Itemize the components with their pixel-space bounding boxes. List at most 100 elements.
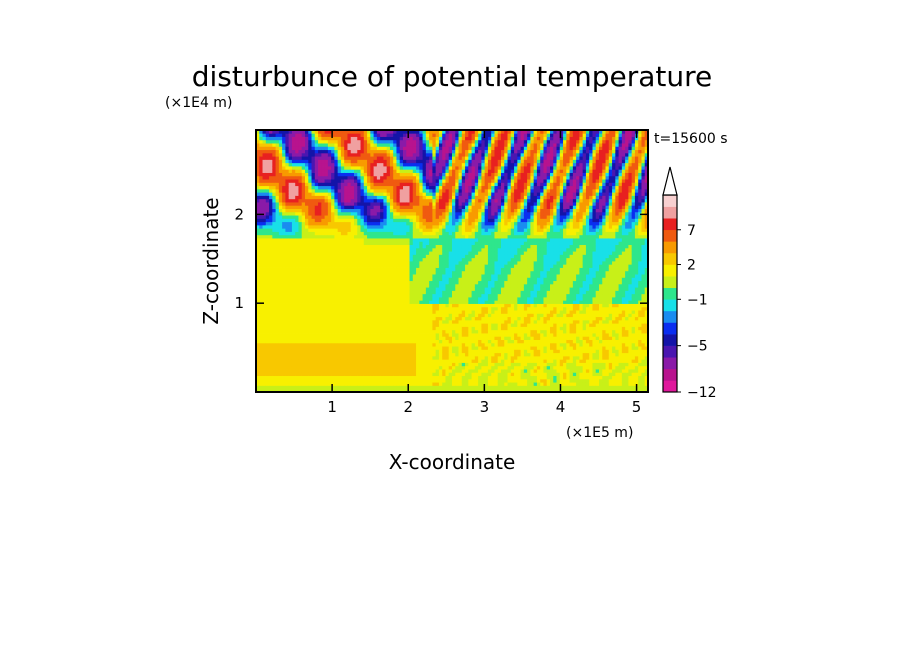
field-cell [275,198,280,203]
field-cell [321,231,325,236]
field-cell [272,130,276,134]
field-cell [455,339,459,344]
field-cell [363,264,368,268]
field-cell [425,274,430,278]
field-cell [318,365,322,370]
field-cell [256,172,260,177]
field-cell [301,316,306,321]
field-cell [311,179,316,183]
field-cell [429,274,433,278]
field-cell [452,287,456,291]
field-cell [354,133,358,137]
field-cell [432,130,437,134]
field-cell [360,297,365,301]
field-cell [370,182,374,187]
field-cell [386,156,391,160]
field-cell [370,274,374,278]
field-cell [409,159,414,164]
field-cell [373,254,378,259]
field-cell [380,355,384,360]
field-cell [291,372,296,377]
field-cell [324,346,329,350]
field-cell [442,274,446,278]
field-cell [422,172,427,177]
field-cell [275,342,280,347]
field-cell [354,172,358,177]
field-cell [370,156,374,160]
field-cell [298,182,303,187]
field-cell [282,172,286,177]
field-cell [412,355,417,360]
field-cell [452,224,456,229]
field-cell [324,355,329,360]
field-cell [331,264,335,268]
field-cell [396,215,401,219]
field-cell [275,136,280,141]
field-cell [350,241,355,246]
field-cell [347,149,352,154]
field-cell [334,149,339,154]
field-cell [448,254,453,259]
field-cell [301,300,306,304]
field-cell [262,143,267,147]
field-cell [396,247,401,252]
field-cell [370,218,374,223]
field-cell [416,336,420,340]
field-cell [389,355,394,360]
field-cell [282,261,286,265]
field-cell [422,306,427,311]
field-cell [301,303,306,308]
field-cell [321,251,325,255]
field-cell [301,202,306,206]
field-cell [334,264,339,268]
field-cell [344,149,348,154]
field-cell [419,352,423,357]
field-cell [324,202,329,206]
field-cell [301,221,306,226]
field-cell [265,359,270,363]
field-cell [347,378,352,383]
field-cell [432,228,437,232]
field-cell [442,333,446,337]
field-cell [399,319,404,324]
field-cell [344,283,348,288]
field-cell [285,234,290,239]
field-cell [291,238,296,242]
field-cell [357,133,361,137]
field-cell [445,254,450,259]
field-cell [282,146,286,151]
field-cell [412,290,417,295]
field-cell [265,274,270,278]
field-cell [432,188,437,193]
field-cell [311,342,316,347]
field-cell [265,336,270,340]
field-cell [396,264,401,268]
field-cell [311,251,316,255]
field-cell [331,136,335,141]
field-cell [389,303,394,308]
field-cell [298,152,303,157]
field-cell [370,349,374,354]
field-cell [288,362,293,367]
field-cell [448,139,453,144]
field-cell [272,238,276,242]
field-cell [272,202,276,206]
field-cell [324,231,329,236]
field-cell [403,362,407,367]
field-cell [334,162,339,167]
field-cell [340,359,345,363]
field-cell [416,211,420,216]
field-cell [425,313,430,318]
field-cell [448,336,453,340]
field-cell [262,211,267,216]
field-cell [363,277,368,282]
field-cell [282,202,286,206]
field-cell [337,365,342,370]
field-cell [445,355,450,360]
field-cell [314,224,319,229]
field-cell [422,346,427,350]
field-cell [314,159,319,164]
field-cell [259,297,263,301]
field-cell [432,267,437,272]
field-cell [285,319,290,324]
